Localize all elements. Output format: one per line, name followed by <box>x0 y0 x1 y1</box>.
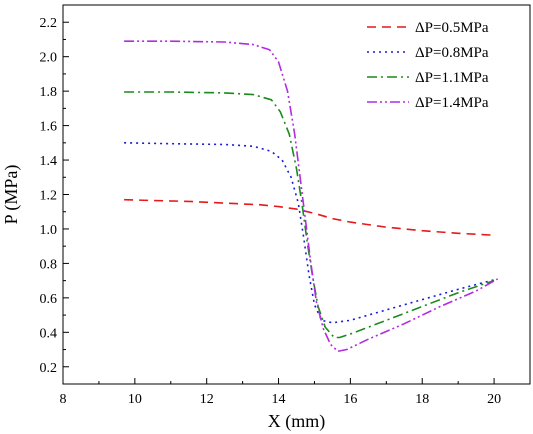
x-tick-label: 18 <box>415 392 429 407</box>
x-tick-label: 8 <box>60 392 67 407</box>
legend-label: ΔP=0.5MPa <box>415 20 489 36</box>
x-axis-title: X (mm) <box>268 411 326 432</box>
x-tick-label: 20 <box>487 392 501 407</box>
series-line-4 <box>124 40 499 353</box>
x-tick-label: 12 <box>200 392 214 407</box>
series-line-1 <box>124 198 491 236</box>
y-tick-label: 2.0 <box>40 51 58 66</box>
plot-curves <box>124 40 499 353</box>
legend-label: ΔP=1.1MPa <box>415 70 489 86</box>
legend-label: ΔP=1.4MPa <box>415 95 489 111</box>
y-tick-label: 1.6 <box>40 120 58 135</box>
legend: ΔP=0.5MPa ΔP=0.8MPa ΔP=1.1MPa ΔP=1.4MPa <box>367 20 489 111</box>
series-line-3 <box>124 91 495 339</box>
y-tick-label: 1.0 <box>40 223 58 238</box>
legend-label: ΔP=0.8MPa <box>415 45 489 61</box>
x-tick-label: 16 <box>343 392 357 407</box>
y-tick-label: 0.2 <box>40 361 58 376</box>
y-tick-label: 0.6 <box>40 292 58 307</box>
y-tick-label: 0.4 <box>40 326 58 341</box>
y-tick-label: 0.8 <box>40 257 58 272</box>
y-tick-label: 1.2 <box>40 189 58 204</box>
y-tick-label: 2.2 <box>40 16 58 31</box>
y-axis-title: P (MPa) <box>1 165 22 225</box>
series-line-2 <box>124 142 495 324</box>
y-tick-label: 1.4 <box>40 154 58 169</box>
x-tick-label: 14 <box>272 392 286 407</box>
y-tick-label: 1.8 <box>40 85 58 100</box>
y-axis-ticks: 0.2 0.4 0.6 0.8 1.0 1.2 1.4 1.6 1.8 2.0 2.2 <box>40 4 69 385</box>
x-axis-ticks: 8 10 12 14 16 18 20 <box>60 378 501 407</box>
x-tick-label: 10 <box>128 392 142 407</box>
